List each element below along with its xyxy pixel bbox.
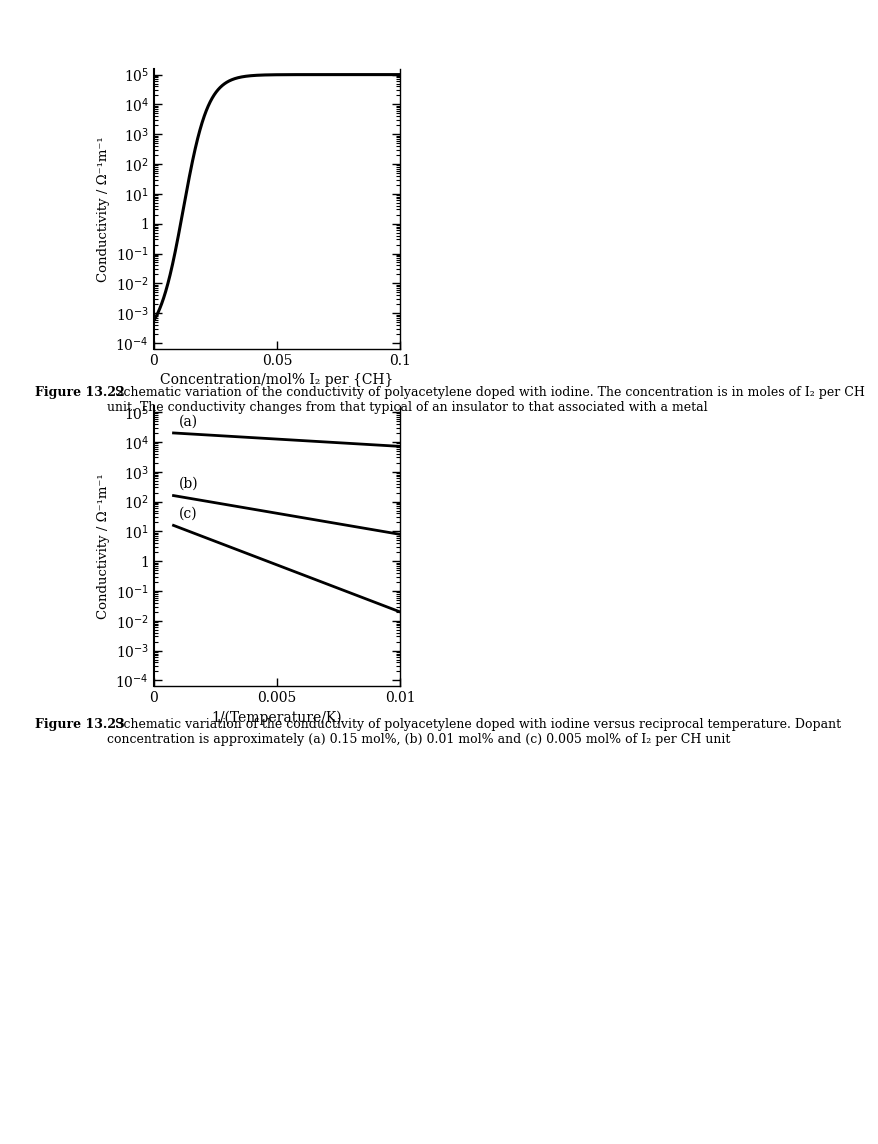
Text: Schematic variation of the conductivity of polyacetylene doped with iodine versu: Schematic variation of the conductivity … <box>107 718 840 746</box>
Y-axis label: Conductivity / Ω⁻¹m⁻¹: Conductivity / Ω⁻¹m⁻¹ <box>97 136 110 281</box>
Text: Figure 13.22: Figure 13.22 <box>35 386 125 398</box>
X-axis label: 1/(Temperature/K): 1/(Temperature/K) <box>212 710 342 725</box>
Text: (b): (b) <box>178 477 198 491</box>
Text: (c): (c) <box>178 507 197 521</box>
Text: Figure 13.23: Figure 13.23 <box>35 718 125 731</box>
Text: (a): (a) <box>178 414 198 429</box>
Y-axis label: Conductivity / Ω⁻¹m⁻¹: Conductivity / Ω⁻¹m⁻¹ <box>97 474 110 619</box>
X-axis label: Concentration/mol% I₂ per {CH}: Concentration/mol% I₂ per {CH} <box>160 373 393 388</box>
Text: Schematic variation of the conductivity of polyacetylene doped with iodine. The : Schematic variation of the conductivity … <box>107 386 864 413</box>
